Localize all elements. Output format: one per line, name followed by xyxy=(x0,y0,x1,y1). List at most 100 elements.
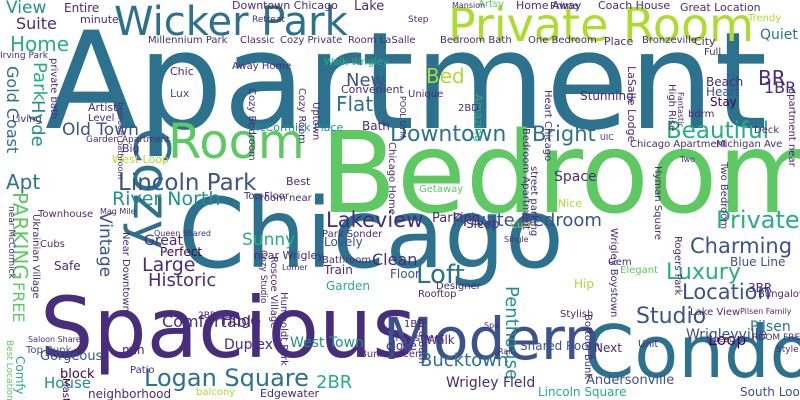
word-chicago-home: Chicago Home xyxy=(386,142,397,215)
word-city: City xyxy=(694,35,716,48)
word-lasalle-lodge: LaSalle Lodge xyxy=(625,66,638,143)
word-entire: Entire xyxy=(64,1,100,15)
word-train: Train xyxy=(324,263,353,277)
word-trendy: Trendy xyxy=(748,13,782,24)
word-minute: minute xyxy=(80,13,119,26)
word-hyman-square: Hyman Square xyxy=(652,166,663,241)
word-getaway: Getaway xyxy=(419,184,464,195)
word-walk-wrigley: Walk Wrigley xyxy=(324,57,389,68)
word-park: Park xyxy=(29,62,50,101)
word-parking: Parking xyxy=(432,211,481,226)
word-flat: Flat xyxy=(336,92,374,116)
word-bright: Bright xyxy=(532,122,596,146)
word-room-near: room near xyxy=(260,193,312,204)
word-humboldt-park: Humboldt Park xyxy=(278,292,289,366)
word-new: New xyxy=(346,70,386,91)
word-rail: Rail xyxy=(498,347,513,356)
word-vintage: Vintage xyxy=(95,212,115,278)
word-near-wrigley: near Wrigley xyxy=(254,249,324,262)
word-bedroom-bathroom: bedroom bathroom xyxy=(116,102,125,180)
word-stylish: Stylish xyxy=(560,309,594,320)
word-place: Place xyxy=(604,35,634,48)
word-chicago-apartment: Chicago Apartment xyxy=(630,139,727,150)
word-fantastic: Fantastic xyxy=(676,92,685,128)
word-bungalow: Bungalow xyxy=(758,289,800,300)
word-room-lasalle: Room LaSalle xyxy=(348,35,416,46)
word-apartment: Apartment xyxy=(45,3,768,160)
word-gem: Gem xyxy=(608,257,632,268)
word-patio: Patio xyxy=(130,365,155,376)
word-michigan-ave: Michigan Ave xyxy=(716,139,783,150)
word-perfect: Perfect xyxy=(160,245,203,259)
word-neighborhood: neighborhood xyxy=(88,387,172,400)
word-suite: Suite xyxy=(16,14,57,33)
word-bottom-bunk: Bottom Bunk xyxy=(582,314,593,380)
word-balcony: balcony xyxy=(196,387,236,398)
word-downtown: Downtown xyxy=(390,122,507,147)
word-loft: Loft xyxy=(416,260,465,290)
word-top-bunk: Top Bunk xyxy=(26,345,72,356)
word-uic: UIC xyxy=(600,133,614,142)
word-cozy-room: Cozy Room xyxy=(296,88,307,144)
word-comfortable: Comfortable xyxy=(162,312,262,331)
word-big: Big xyxy=(122,142,140,155)
word-deck: Deck xyxy=(754,125,780,136)
word-level: Level xyxy=(88,113,115,124)
word-heart-chicago: Heart Chicago xyxy=(542,90,553,162)
word-private-bedroom: Private Bedroom xyxy=(452,210,602,231)
word-location: Location xyxy=(682,280,771,304)
word-rooftop: Rooftop xyxy=(418,289,457,300)
word-block: block xyxy=(60,367,95,382)
word-artsy: Artsy xyxy=(478,0,505,10)
word-amazing: Amazing xyxy=(472,94,485,142)
word-clean: Clean xyxy=(372,250,418,269)
word-wicker-park: Wicker Park xyxy=(114,0,348,45)
word-chicago: Chicago xyxy=(178,178,564,290)
word-huge: Huge xyxy=(222,313,259,329)
word-min: min xyxy=(122,343,145,357)
word-saloon-shared: Saloon Shared xyxy=(28,335,86,344)
word-bucktown: Bucktown xyxy=(420,350,509,371)
word-coach-house: Coach House xyxy=(598,0,671,12)
word-shared-room: Shared Room xyxy=(520,339,601,353)
word-west-town: West Town xyxy=(290,335,364,351)
word-two-bedroom: Two Bedroom xyxy=(718,162,729,230)
word-roscoe-village: Roscoe Village xyxy=(268,256,279,329)
word-irving-park: Irving Park xyxy=(0,51,48,61)
word-master-bedroom: Master Bedroom xyxy=(60,378,71,400)
word-edgewater: Edgewater xyxy=(260,387,320,400)
word-step: Step xyxy=(408,15,429,25)
word-garden: Garden xyxy=(326,279,370,293)
word-modern: Modern xyxy=(383,305,601,373)
word-walk: Walk xyxy=(426,333,455,347)
word-lake-view: Lake View xyxy=(690,307,741,318)
word-millennium-park: Millennium Park xyxy=(148,35,228,46)
word-house: House xyxy=(44,374,92,392)
word-park-sonder: Park Sonder xyxy=(322,229,383,240)
word-private-bath: private bath xyxy=(48,58,59,120)
word-home: Home xyxy=(10,32,70,56)
word-ukrainian-village: Ukrainian Village xyxy=(30,214,41,299)
word-street-parking: street parking xyxy=(528,166,539,237)
word-bedroom: Bedroom xyxy=(320,109,800,239)
word-2br: 2BR xyxy=(316,372,353,393)
word-cute: Cute xyxy=(510,220,534,231)
word-convenient: Convenient xyxy=(341,83,404,96)
word-cozy-bedroom: Cozy Bedroom xyxy=(246,88,257,161)
word-townhouse: Townhouse xyxy=(38,209,94,220)
word-designer: Designer xyxy=(436,281,481,292)
word-mansion: Mansion xyxy=(452,1,486,10)
word-private: Private xyxy=(716,206,800,234)
word-stay: Stay xyxy=(710,95,737,109)
word-beautiful: Beautiful xyxy=(666,118,770,144)
word-spacious: Spacious xyxy=(40,279,417,377)
word-1br: 1BR xyxy=(764,78,797,97)
word-floor: Floor xyxy=(390,267,420,281)
word-heart: Heart xyxy=(706,85,740,99)
word-spa: Spa xyxy=(484,321,500,330)
word-classic: Classic xyxy=(240,35,275,46)
word-uptown: Uptown xyxy=(310,102,321,141)
word-gold-coast: Gold Coast xyxy=(3,66,22,154)
word-best: Best xyxy=(286,175,311,188)
word-condo: Condo xyxy=(584,310,800,394)
